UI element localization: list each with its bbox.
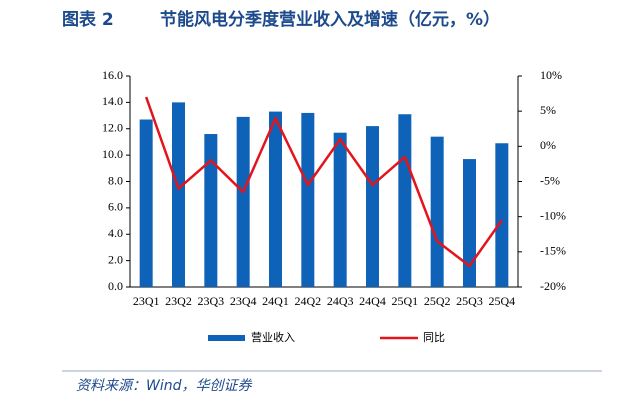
source: 资料来源：Wind，华创证券 <box>76 378 252 394</box>
chart-title: 节能风电分季度营业收入及增速（亿元，%） <box>160 9 500 30</box>
x-tick-label: 24Q4 <box>359 294 386 308</box>
x-tick-label: 25Q3 <box>456 294 483 308</box>
x-tick-label: 25Q2 <box>424 294 451 308</box>
y2-tick-label: -20% <box>540 279 566 293</box>
x-tick-label: 24Q3 <box>327 294 354 308</box>
bar <box>236 116 250 287</box>
bar <box>366 126 379 287</box>
bar <box>398 114 412 288</box>
bar <box>430 136 444 287</box>
y-tick-label: 2.0 <box>108 252 123 266</box>
x-tick-label: 25Q4 <box>488 294 515 308</box>
bar <box>333 132 347 287</box>
y-tick-label: 8.0 <box>108 173 123 187</box>
line <box>144 96 503 268</box>
bar <box>301 112 315 287</box>
y-tick-label: 14.0 <box>102 94 123 108</box>
bar <box>463 159 476 287</box>
y-tick-label: 0.0 <box>108 279 123 293</box>
bar <box>204 134 218 287</box>
x-tick-label: 23Q4 <box>230 294 257 308</box>
y-tick-label: 16.0 <box>102 68 123 82</box>
y-tick-label: 12.0 <box>102 121 123 135</box>
x-tick-label: 23Q2 <box>165 294 192 308</box>
x-tick-label: 23Q3 <box>197 294 224 308</box>
y2-tick-label: 5% <box>540 103 556 117</box>
legend-label: 同比 <box>423 331 445 344</box>
x-tick-label: 24Q2 <box>294 294 321 308</box>
bar <box>269 111 282 287</box>
bar <box>172 102 185 287</box>
y2-tick-label: -5% <box>540 173 560 187</box>
figure-label: 图表 2 <box>62 9 114 30</box>
x-tick-label: 23Q1 <box>133 294 160 308</box>
bar <box>495 143 509 287</box>
bar <box>139 119 153 287</box>
x-tick-label: 24Q1 <box>262 294 289 308</box>
y-tick-label: 6.0 <box>108 200 123 214</box>
legend-swatch <box>208 335 245 341</box>
y-tick-label: 10.0 <box>102 147 123 161</box>
legend-label: 营业收入 <box>251 330 295 344</box>
y2-tick-label: -15% <box>540 244 566 258</box>
y2-tick-label: 10% <box>540 68 562 82</box>
x-tick-label: 25Q1 <box>391 294 418 308</box>
y2-tick-label: -10% <box>540 208 566 222</box>
y-tick-label: 4.0 <box>108 226 123 240</box>
y2-tick-label: 0% <box>540 138 556 152</box>
